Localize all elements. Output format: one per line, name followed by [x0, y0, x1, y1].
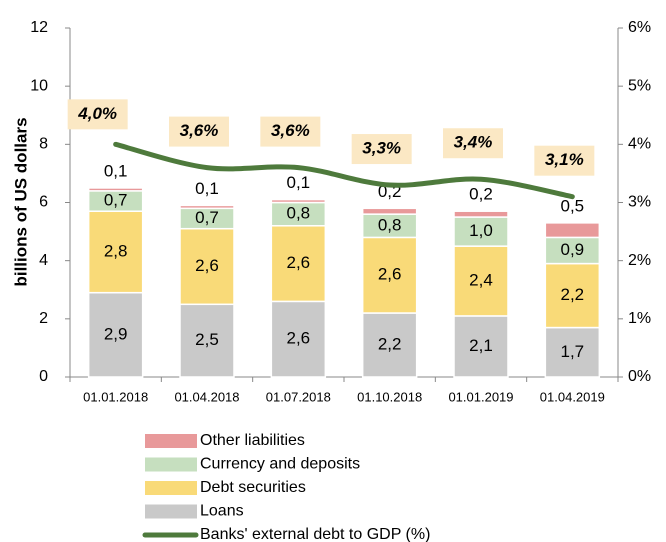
line-label: 4,0% [77, 104, 117, 123]
bar-segment [361, 207, 418, 215]
y2-tick-label: 6% [628, 19, 651, 36]
y-tick-label: 0 [39, 368, 48, 385]
data-label: 2,6 [287, 329, 311, 348]
line-label: 3,6% [180, 121, 219, 140]
bar-segment [453, 245, 509, 317]
bar-segment [361, 236, 418, 314]
legend-swatch [145, 481, 197, 495]
data-label: 2,2 [378, 334, 402, 353]
bar-segment [544, 326, 601, 378]
data-label: 0,7 [104, 191, 128, 210]
bar-segment [544, 236, 601, 265]
legend-swatch [145, 434, 197, 448]
y2-tick-label: 1% [628, 310, 651, 327]
y2-tick-label: 4% [628, 136, 651, 153]
y2-tick-label: 2% [628, 252, 651, 269]
y-tick-label: 8 [39, 136, 48, 153]
line-label-box [260, 116, 321, 147]
bar-segment [270, 198, 327, 204]
x-tick-label: 01.07.2018 [266, 389, 331, 404]
y2-tick-label: 5% [628, 77, 651, 94]
data-label: 0,9 [561, 240, 585, 259]
data-label: 2,6 [287, 253, 311, 272]
line-label: 3,4% [454, 133, 493, 152]
legend-label: Other liabilities [200, 432, 305, 449]
bar-segment [179, 227, 235, 306]
x-tick-label: 01.01.2019 [448, 389, 513, 404]
data-label: 0,5 [561, 196, 585, 215]
legend-label: Debt securities [200, 479, 306, 496]
line-label: 3,6% [271, 121, 310, 140]
bar-segment [179, 204, 235, 210]
y-axis-label: billions of US dollars [11, 117, 30, 286]
data-label: 2,5 [195, 330, 219, 349]
legend-label: Banks' external debt to GDP (%) [200, 526, 430, 542]
bar-segment [87, 291, 144, 378]
data-label: 0,1 [287, 173, 311, 192]
y-tick-label: 12 [30, 19, 48, 36]
data-label: 1,0 [469, 221, 493, 240]
bar-segment [179, 303, 235, 378]
bar-segment [87, 187, 144, 192]
y2-tick-label: 3% [628, 194, 651, 211]
x-tick-label: 01.01.2018 [83, 389, 148, 404]
legend-swatch [145, 457, 197, 472]
data-label: 2,8 [104, 241, 128, 260]
y-tick-label: 6 [39, 194, 48, 211]
bar-segment [453, 216, 509, 247]
bar-segment [87, 210, 144, 294]
data-label: 1,7 [561, 342, 585, 361]
bar-segment [270, 225, 327, 303]
y-tick-label: 4 [39, 252, 48, 269]
data-label: 0,8 [287, 204, 311, 223]
line-label: 3,1% [545, 150, 584, 169]
line-label-box [169, 116, 229, 147]
bar-segment [453, 210, 509, 218]
line-label: 3,3% [362, 139, 401, 158]
data-label: 2,6 [378, 265, 402, 284]
bar-segment [270, 300, 327, 378]
legend-label: Loans [200, 503, 244, 520]
data-label: 2,1 [469, 336, 493, 355]
x-tick-label: 01.10.2018 [357, 389, 422, 404]
data-label: 0,1 [195, 179, 219, 198]
bar-segment [361, 312, 418, 378]
y-tick-label: 10 [30, 77, 48, 94]
line-label-box [443, 128, 503, 159]
data-label: 2,2 [561, 285, 585, 304]
data-label: 0,8 [378, 215, 402, 234]
data-label: 2,9 [104, 324, 128, 343]
legend-label: Currency and deposits [200, 456, 360, 473]
data-label: 0,7 [195, 208, 219, 227]
data-label: 2,4 [469, 271, 493, 290]
x-tick-label: 01.04.2019 [540, 389, 605, 404]
bar-segment [453, 315, 509, 378]
x-tick-label: 01.04.2018 [174, 389, 239, 404]
line-label-box [351, 134, 412, 165]
data-label: 0,2 [469, 185, 493, 204]
y-tick-label: 2 [39, 310, 48, 327]
line-label-box [67, 99, 128, 130]
bar-segment [544, 222, 601, 239]
data-label: 2,6 [195, 256, 219, 275]
y2-tick-label: 0% [628, 368, 651, 385]
line-label-box [534, 145, 595, 176]
legend-swatch [145, 504, 197, 519]
line [113, 141, 575, 200]
data-label: 0,1 [104, 161, 128, 180]
